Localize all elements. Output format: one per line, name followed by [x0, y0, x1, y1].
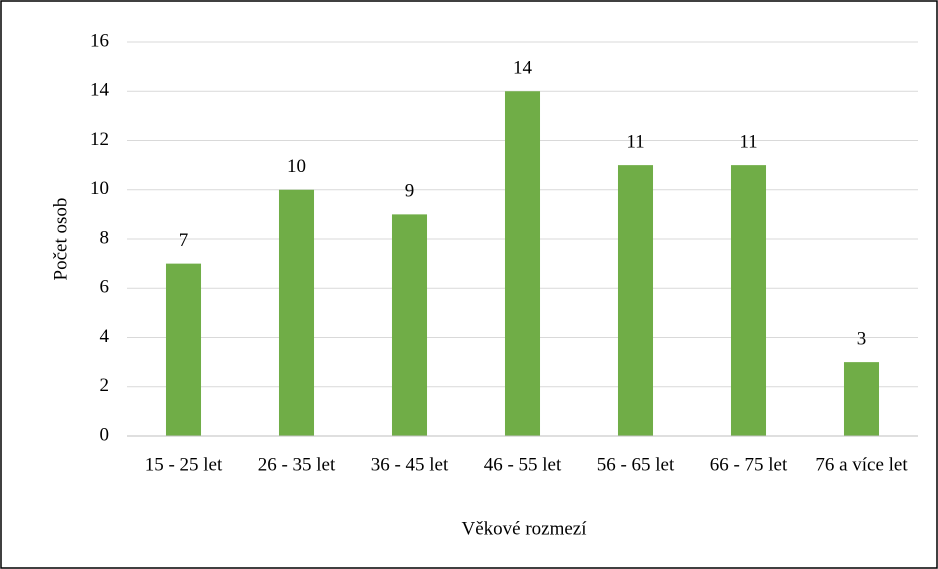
value-label: 11 — [626, 131, 644, 152]
y-tick-label: 8 — [100, 227, 110, 248]
x-tick-label: 36 - 45 let — [371, 454, 449, 475]
value-label: 3 — [857, 328, 867, 349]
x-tick-label: 76 a více let — [815, 454, 908, 475]
y-axis-title: Počet osob — [50, 198, 71, 281]
x-tick-label: 26 - 35 let — [258, 454, 336, 475]
x-tick-label: 15 - 25 let — [145, 454, 223, 475]
y-tick-label: 6 — [100, 277, 110, 298]
bar — [504, 91, 541, 436]
value-label: 11 — [739, 131, 757, 152]
y-tick-label: 2 — [100, 375, 110, 396]
value-label: 10 — [287, 156, 306, 177]
bar — [617, 165, 654, 436]
x-tick-label: 56 - 65 let — [597, 454, 675, 475]
y-tick-label: 10 — [90, 178, 109, 199]
y-tick-label: 12 — [90, 129, 109, 150]
y-tick-label: 14 — [90, 80, 110, 101]
bar — [278, 189, 315, 436]
bar — [391, 214, 428, 436]
x-tick-label: 46 - 55 let — [484, 454, 562, 475]
value-label: 14 — [513, 58, 533, 79]
x-axis-title: Věkové rozmezí — [461, 518, 587, 539]
x-tick-label: 66 - 75 let — [710, 454, 788, 475]
bar — [165, 263, 202, 436]
bar — [730, 165, 767, 436]
value-label: 9 — [405, 181, 415, 202]
y-tick-label: 0 — [100, 424, 110, 445]
value-label: 7 — [179, 230, 189, 251]
y-tick-label: 16 — [90, 30, 109, 51]
y-tick-label: 4 — [100, 326, 110, 347]
bar — [843, 362, 880, 436]
